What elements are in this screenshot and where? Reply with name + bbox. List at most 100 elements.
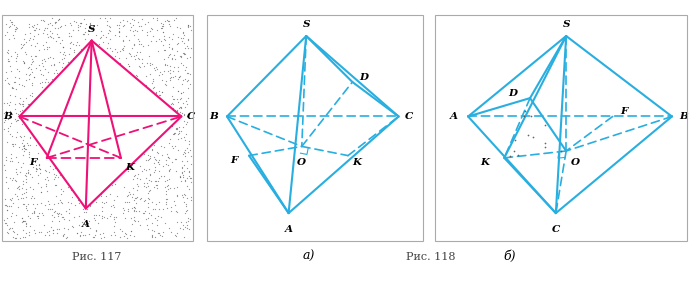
Point <box>53 128 65 133</box>
Point <box>178 101 189 105</box>
Point <box>19 142 30 147</box>
Point <box>17 138 28 142</box>
Point <box>25 72 36 76</box>
Point <box>159 69 170 74</box>
Point <box>0 163 10 168</box>
Point <box>148 229 159 233</box>
Text: Рис. 117: Рис. 117 <box>72 251 122 262</box>
Point <box>12 54 23 59</box>
Point <box>183 219 194 224</box>
Point <box>37 17 49 22</box>
Point <box>156 24 167 28</box>
Point <box>180 225 191 229</box>
Point <box>113 160 124 165</box>
Text: C: C <box>187 112 196 121</box>
Point <box>19 201 30 206</box>
Point <box>92 162 103 167</box>
Point <box>181 223 192 227</box>
Point <box>62 200 74 204</box>
Point <box>123 144 134 149</box>
Point <box>178 175 189 179</box>
Point <box>146 232 157 237</box>
Point <box>139 108 150 112</box>
Point <box>60 141 71 145</box>
Point <box>144 177 155 182</box>
Point <box>78 145 89 150</box>
Point <box>135 164 146 169</box>
Point <box>78 233 89 237</box>
Point <box>62 101 73 105</box>
Point <box>158 30 169 34</box>
Point <box>76 105 87 110</box>
Point <box>92 221 103 225</box>
Point <box>135 176 146 181</box>
Point <box>17 143 28 148</box>
Point <box>164 22 175 27</box>
Point <box>126 229 137 233</box>
Point <box>142 134 153 139</box>
Point <box>8 144 19 148</box>
Point <box>126 195 137 199</box>
Point <box>149 102 160 106</box>
Point <box>25 135 36 140</box>
Point <box>58 101 69 105</box>
Point <box>166 100 177 105</box>
Point <box>22 214 33 218</box>
Point <box>65 154 76 158</box>
Point <box>53 137 64 142</box>
Point <box>76 68 87 72</box>
Point <box>88 216 99 221</box>
Point <box>40 125 51 130</box>
Point <box>51 194 62 199</box>
Point <box>178 52 189 56</box>
Point <box>141 33 152 37</box>
Point <box>139 122 150 127</box>
Point <box>101 46 112 50</box>
Point <box>115 137 126 141</box>
Point <box>19 32 31 36</box>
Point <box>139 22 151 27</box>
Text: A: A <box>82 220 90 229</box>
Point <box>65 40 76 45</box>
Point <box>45 115 56 119</box>
Point <box>104 182 115 187</box>
Point <box>126 109 137 113</box>
Point <box>100 200 111 205</box>
Point <box>79 233 90 238</box>
Point <box>171 127 182 131</box>
Point <box>540 141 551 146</box>
Point <box>135 49 146 54</box>
Point <box>10 135 22 139</box>
Point <box>119 234 130 239</box>
Point <box>30 126 41 130</box>
Point <box>144 188 155 193</box>
Point <box>74 23 85 28</box>
Point <box>17 196 28 200</box>
Point <box>155 93 166 97</box>
Point <box>174 129 185 134</box>
Point <box>26 101 37 105</box>
Point <box>174 174 185 179</box>
Point <box>145 126 156 131</box>
Point <box>93 73 104 78</box>
Point <box>117 38 128 42</box>
Point <box>17 161 28 166</box>
Point <box>135 117 146 121</box>
Point <box>109 233 120 237</box>
Point <box>46 35 57 40</box>
Point <box>114 61 125 66</box>
Text: C: C <box>552 225 560 234</box>
Point <box>17 216 28 221</box>
Point <box>180 98 192 103</box>
Point <box>84 46 95 51</box>
Point <box>109 230 120 235</box>
Point <box>129 173 140 178</box>
Point <box>51 109 62 113</box>
Point <box>115 66 126 70</box>
Point <box>146 81 158 85</box>
Point <box>65 21 76 25</box>
Point <box>3 204 15 209</box>
Point <box>159 82 170 86</box>
Point <box>124 155 135 160</box>
Point <box>123 200 134 205</box>
